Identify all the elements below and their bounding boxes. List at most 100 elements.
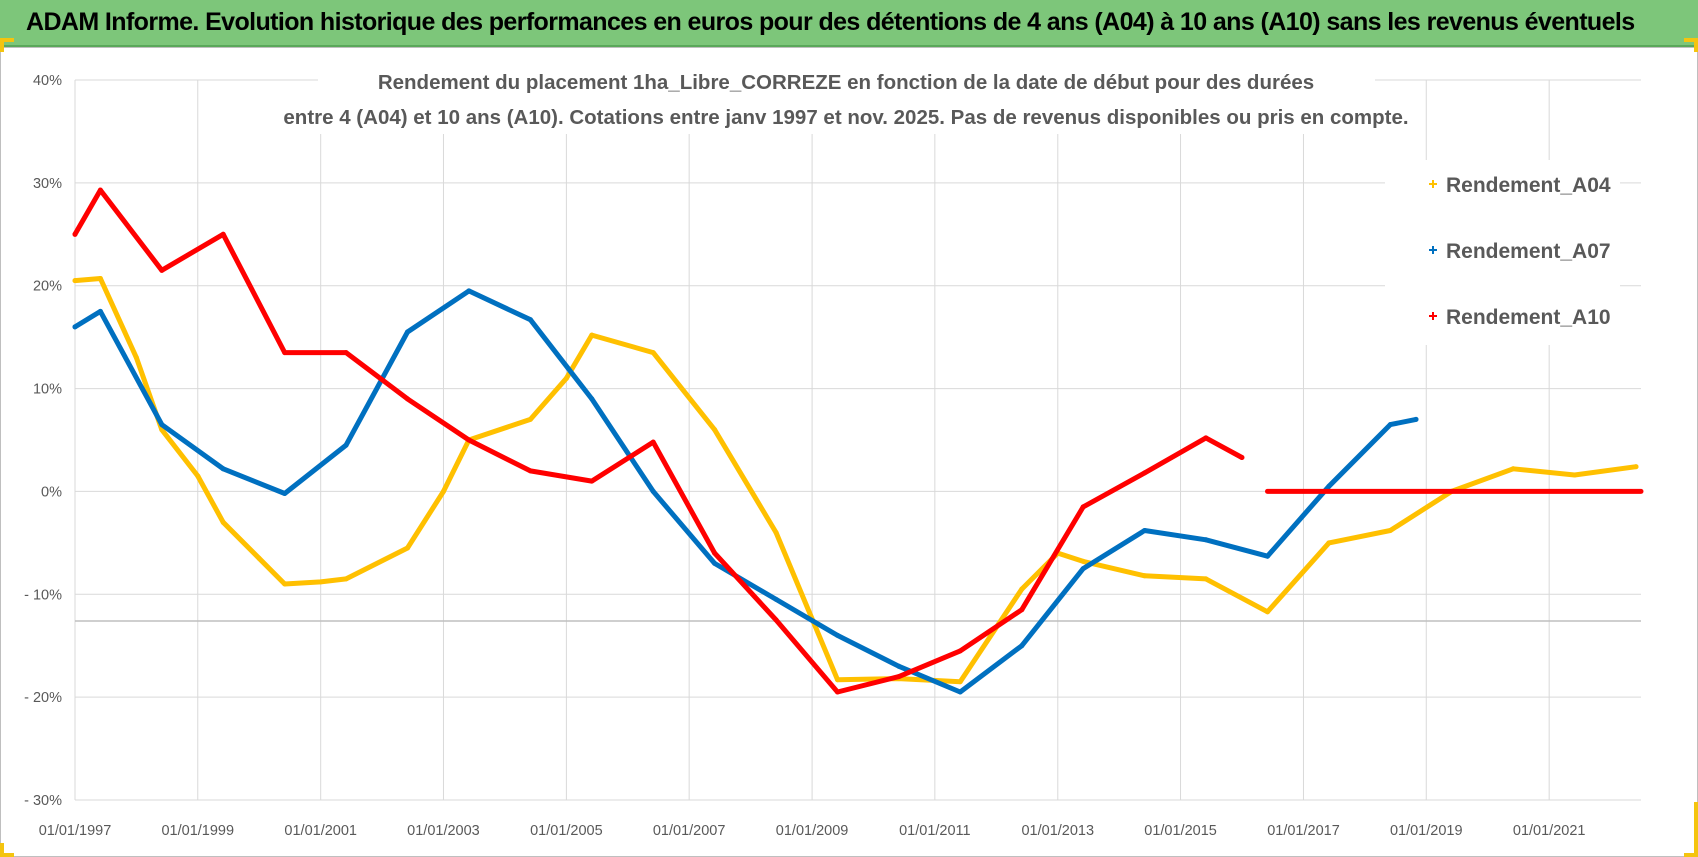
data-point-rendement-a04 — [343, 576, 349, 582]
x-tick-label: 01/01/2017 — [1267, 823, 1340, 839]
data-point-rendement-a10 — [343, 350, 349, 356]
data-point-rendement-a07 — [1265, 553, 1270, 559]
frame-corner-mark — [0, 38, 4, 52]
legend-label: Rendement_A10 — [1446, 306, 1611, 329]
data-point-rendement-a04 — [1387, 528, 1393, 533]
y-tick-label: - 10% — [24, 587, 62, 603]
legend-box — [1385, 160, 1620, 345]
data-point-rendement-a04 — [220, 519, 226, 525]
data-point-rendement-a07 — [159, 422, 165, 428]
data-point-rendement-a10 — [527, 468, 533, 474]
data-point-rendement-a04 — [957, 679, 963, 685]
data-point-rendement-a04 — [256, 555, 262, 561]
data-point-rendement-a10 — [896, 674, 902, 680]
data-point-rendement-a10 — [1239, 455, 1245, 460]
data-point-rendement-a07 — [896, 663, 902, 669]
frame-corner-mark — [1694, 38, 1698, 52]
data-point-rendement-a04 — [589, 332, 595, 338]
data-point-rendement-a04 — [835, 677, 840, 683]
legend-label: Rendement_A04 — [1446, 174, 1611, 197]
data-point-rendement-a04 — [773, 530, 779, 536]
data-point-rendement-a04 — [97, 276, 103, 281]
data-point-rendement-a04 — [712, 427, 718, 433]
data-point-rendement-a10 — [1203, 435, 1209, 441]
data-point-rendement-a04 — [1510, 466, 1516, 472]
data-point-rendement-a07 — [712, 560, 718, 566]
frame-corner-mark — [1684, 38, 1698, 42]
x-tick-label: 01/01/2015 — [1144, 823, 1217, 839]
data-point-rendement-a07 — [1203, 537, 1209, 543]
data-point-rendement-a04 — [1080, 558, 1086, 564]
data-point-rendement-a04 — [441, 488, 446, 494]
series-line-rendement-a04 — [72, 276, 1639, 685]
frame-corner-mark — [1684, 853, 1698, 857]
chart-title-line-2: entre 4 (A04) et 10 ans (A10). Cotations… — [283, 106, 1408, 129]
data-point-rendement-a04 — [1019, 586, 1025, 592]
data-point-rendement-a10 — [72, 231, 78, 237]
series-line-rendement-a07 — [72, 288, 1419, 695]
data-point-rendement-a07 — [1387, 422, 1393, 428]
data-point-rendement-a04 — [72, 278, 78, 284]
data-point-rendement-a04 — [1572, 472, 1578, 478]
data-point-rendement-a10 — [835, 689, 840, 695]
y-tick-label: - 30% — [24, 793, 62, 809]
data-point-rendement-a10 — [405, 396, 410, 402]
x-tick-label: 01/01/2013 — [1021, 823, 1094, 839]
x-tick-label: 01/01/2001 — [284, 823, 357, 839]
data-point-rendement-a07 — [72, 324, 78, 330]
data-point-rendement-a04 — [282, 581, 288, 587]
data-point-rendement-a07 — [466, 288, 472, 294]
data-point-rendement-a07 — [773, 596, 779, 602]
data-point-rendement-a04 — [1203, 576, 1209, 582]
data-point-rendement-a07 — [343, 442, 349, 448]
data-point-rendement-a10 — [650, 439, 656, 445]
chart-title-line-1: Rendement du placement 1ha_Libre_CORREZE… — [378, 71, 1314, 94]
y-tick-label: - 20% — [24, 690, 62, 706]
series-line-rendement-a10 — [72, 187, 1245, 695]
y-tick-label: 20% — [33, 279, 62, 295]
data-point-rendement-a04 — [133, 355, 139, 361]
x-tick-label: 01/01/2009 — [776, 823, 849, 839]
data-point-rendement-a07 — [405, 329, 410, 335]
data-point-rendement-a07 — [1413, 416, 1419, 422]
frame-corner-mark — [0, 843, 4, 857]
data-point-rendement-a07 — [1080, 566, 1086, 572]
x-tick-label: 01/01/2005 — [530, 823, 603, 839]
frame-corner-mark — [0, 38, 14, 42]
data-point-rendement-a07 — [1019, 643, 1025, 649]
data-point-rendement-a07 — [220, 466, 226, 472]
data-point-rendement-a10 — [282, 350, 288, 356]
x-tick-label: 01/01/2007 — [653, 823, 726, 839]
data-point-rendement-a10 — [97, 187, 103, 193]
data-point-rendement-a10 — [1080, 504, 1086, 510]
data-point-rendement-a04 — [527, 416, 533, 422]
data-point-rendement-a07 — [589, 396, 595, 402]
data-point-rendement-a10 — [466, 437, 472, 443]
data-point-rendement-a04 — [405, 545, 410, 551]
data-point-rendement-a07 — [1142, 528, 1148, 533]
data-point-rendement-a04 — [1265, 609, 1270, 615]
y-tick-label: 40% — [33, 73, 62, 89]
x-tick-label: 01/01/2003 — [407, 823, 480, 839]
data-point-rendement-a10 — [1142, 470, 1148, 476]
x-tick-label: 01/01/2021 — [1513, 823, 1586, 839]
data-point-rendement-a10 — [957, 648, 963, 654]
data-point-rendement-a10 — [712, 550, 718, 556]
data-point-rendement-a04 — [195, 473, 201, 479]
data-point-rendement-a04 — [1326, 540, 1332, 546]
data-point-rendement-a04 — [650, 350, 656, 356]
data-point-rendement-a07 — [1326, 483, 1332, 489]
data-point-rendement-a10 — [589, 478, 595, 484]
y-tick-label: 30% — [33, 176, 62, 192]
banner-title: ADAM Informe. Evolution historique des p… — [26, 8, 1635, 36]
data-point-rendement-a10 — [1019, 607, 1025, 613]
frame-corner-mark — [1694, 802, 1698, 857]
y-tick-label: 10% — [33, 382, 62, 398]
data-point-rendement-a07 — [835, 632, 840, 638]
data-point-rendement-a10 — [773, 617, 779, 623]
data-point-rendement-a04 — [318, 579, 324, 585]
title-box — [318, 62, 1375, 134]
data-point-rendement-a07 — [957, 689, 963, 695]
data-point-rendement-a07 — [527, 317, 533, 323]
data-point-rendement-a04 — [1142, 573, 1148, 579]
